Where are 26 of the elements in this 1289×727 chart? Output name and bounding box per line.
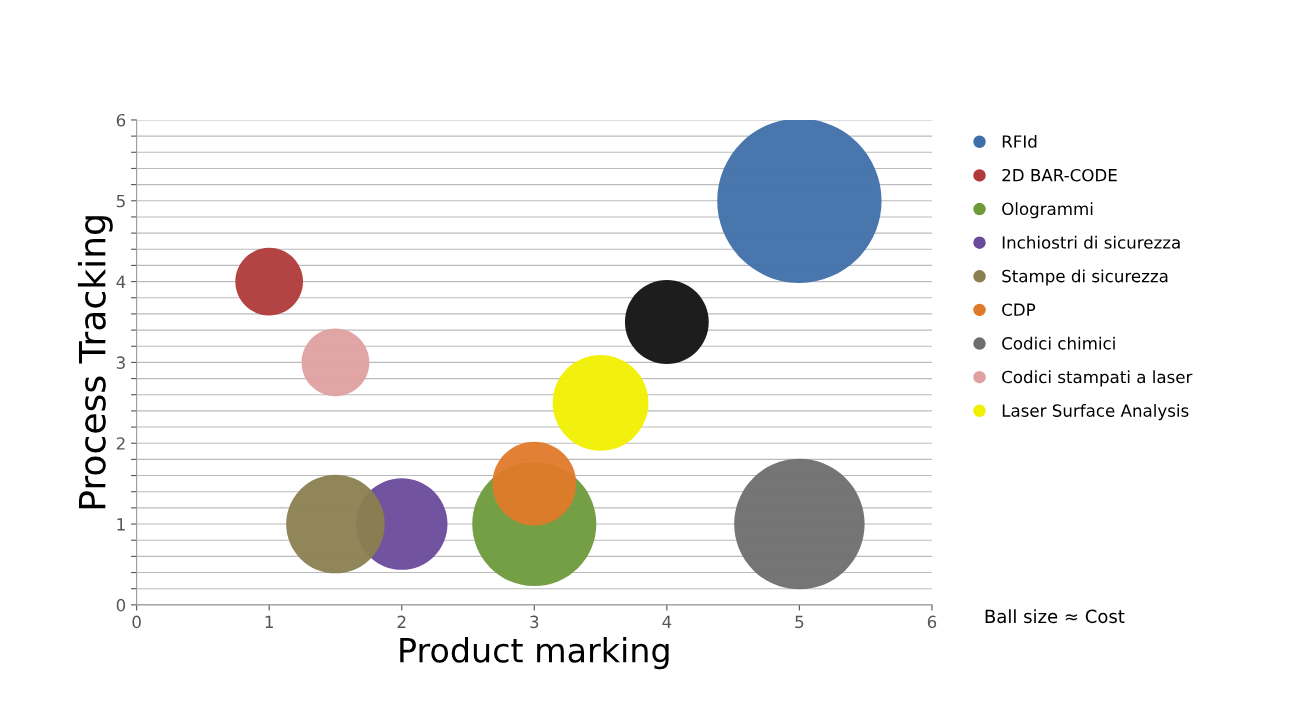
legend-label: Stampe di sicurezza: [1002, 269, 1168, 286]
legend-label: Ologrammi: [1002, 202, 1093, 219]
y-tick-label: 3: [116, 356, 125, 369]
x-tick-label: 4: [662, 615, 672, 628]
legend-label: Laser Surface Analysis: [1002, 404, 1189, 421]
x-tick-label: 5: [795, 615, 804, 629]
y-axis-title: Process Tracking: [77, 216, 113, 509]
y-tick-label: 5: [116, 194, 125, 208]
legend-label: Codici chimici: [1002, 336, 1115, 350]
x-tick-label: 2: [397, 615, 406, 628]
y-tick-label: 4: [116, 275, 126, 288]
y-tick-label: 2: [116, 437, 125, 450]
x-tick-label: 0: [132, 615, 141, 629]
legend-label: Inchiostri di sicurezza: [1002, 235, 1180, 249]
x-tick-label: 3: [530, 615, 539, 629]
x-tick-label: 6: [927, 615, 937, 629]
y-tick-label: 1: [117, 518, 125, 531]
legend-label: RFId: [1002, 134, 1037, 148]
legend-label: Codici stampati a laser: [1002, 370, 1193, 387]
legend-label: CDP: [1002, 303, 1036, 317]
x-axis-title: Product marking: [400, 636, 669, 670]
y-tick-label: 0: [116, 598, 126, 612]
legend-label: 2D BAR-CODE: [1002, 168, 1117, 182]
x-tick-label: 1: [265, 615, 273, 628]
y-tick-label: 6: [116, 113, 126, 127]
text: Ball size ≈ Cost: [985, 609, 1125, 624]
